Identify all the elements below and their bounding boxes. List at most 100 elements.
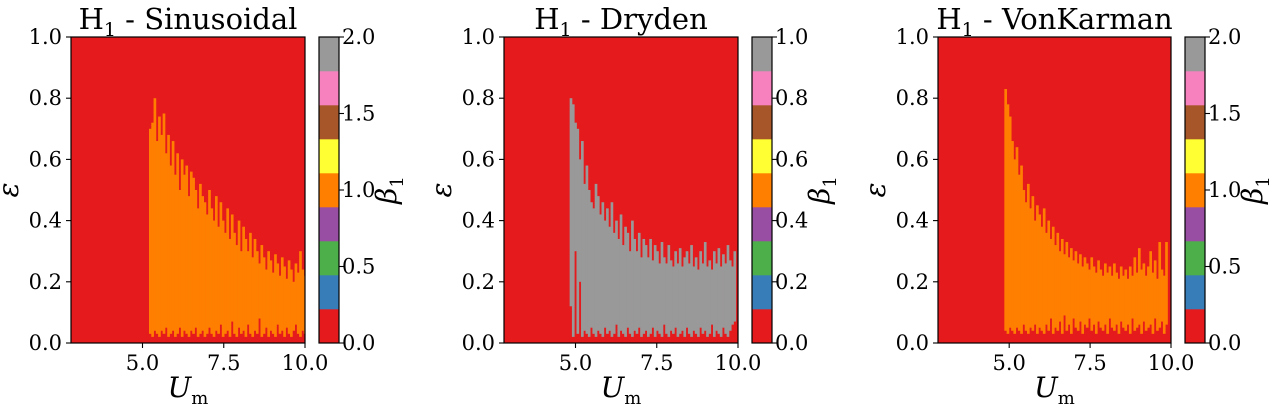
colorbar-segment [752,207,772,242]
heatmap-cell [192,177,195,334]
colorbar-segment [1185,173,1205,208]
heatmap-cell [301,269,305,331]
heatmap-cell [626,232,630,328]
heatmap-cell [205,214,209,334]
heatmap-cell [690,245,693,337]
chart-title-main: H [79,2,104,36]
heatmap-cell [228,238,232,337]
heatmap-cell [1131,275,1134,319]
heatmap-cell [1088,269,1091,319]
colorbar-segment [319,71,339,106]
heatmap-cell [1162,275,1166,334]
colorbar-segment [319,241,339,276]
heatmap-cell [1108,266,1112,319]
heatmap-cell [1049,238,1053,319]
colorbar-label-main: β [1236,188,1269,205]
plot-frame [937,36,1172,344]
colorbar-label-sub: 1 [1253,176,1274,187]
heatmap-cell [280,257,284,331]
colorbar-segment [319,309,339,344]
heatmap-cell [1024,202,1028,331]
colorbar-segment [752,139,772,174]
y-axis-label: ε [425,182,458,197]
heatmap-cell [706,266,709,337]
heatmap-cell [1137,248,1141,325]
chart-title-main: H [936,2,961,36]
subplot-3: 0.00.20.40.60.81.05.0 7.5 10.0H1 - VonKarm… [859,2,1274,409]
colorbar-tick-label: 1.5 [1208,102,1241,126]
heatmap-cell [290,269,293,337]
heatmap-cell [242,226,245,331]
heatmap-cell [260,245,264,337]
heatmap-cell [1008,116,1012,328]
heatmap-cell [699,251,702,328]
heatmap-cell [678,248,682,334]
heatmap-cell [1022,190,1026,325]
colorbar-tick-label: 0.4 [775,209,808,233]
colorbar-label: β1 [1236,176,1274,205]
heatmap-cell [724,263,728,334]
heatmap-cell [217,226,220,334]
heatmap-cell [612,232,616,334]
x-axis-label-sub: m [1058,388,1075,409]
colorbar-label-group: β1 [1236,176,1274,205]
heatmap-cell [1036,205,1039,334]
colorbar-segment [752,37,772,72]
heatmap-cell [658,263,662,334]
heatmap-cell [1033,220,1037,325]
heatmap-cell [672,266,675,334]
heatmap-cell [1058,251,1062,322]
heatmap-cell [221,220,225,337]
x-tick-label: 10.0 [1148,351,1195,375]
heatmap-cell [1128,266,1132,334]
heatmap-cell [230,214,234,322]
colorbar-segment [319,37,339,72]
y-tick-label: 0.6 [462,147,495,171]
heatmap-cell [1011,141,1014,331]
y-tick-label: 0.4 [462,209,495,233]
heatmap-cell [199,183,202,334]
heatmap-region [149,98,306,337]
heatmap-cell [676,263,680,337]
heatmap-cell [1147,266,1150,328]
heatmap-cell [160,134,164,331]
heatmap-cell [1063,254,1066,316]
chart-title-sub: 1 [560,19,572,41]
x-tick-label: 7.5 [1073,351,1106,375]
heatmap-cell [174,174,177,337]
y-axis-label: ε [0,182,25,197]
colorbar-segment [752,71,772,106]
heatmap-cell [619,214,623,331]
colorbar: 0.0 0.2 0.4 0.6 0.8 1.0 β1 [751,25,841,355]
heatmap-cell [603,220,607,328]
colorbar-segment [752,105,772,140]
heatmap-cell [1065,242,1069,331]
colorbar-segment [1185,139,1205,174]
x-axis-label-main: U [168,371,193,404]
heatmap-cell [578,159,582,282]
heatmap-cell [601,202,605,337]
y-tick-label: 1.0 [29,25,62,49]
heatmap-cell [292,281,295,331]
heatmap-cell [692,266,696,331]
heatmap-cell [224,232,227,334]
heatmap-cell [703,242,707,331]
colorbar-segment [1185,37,1205,72]
heatmap-cell [1142,263,1146,322]
heatmap-cell [1054,245,1057,328]
x-axis-label: Um [601,371,642,409]
heatmap-cell [210,208,214,334]
heatmap-cell [1156,278,1159,331]
colorbar-tick-label: 0.0 [1208,331,1241,355]
heatmap-cell [237,220,241,328]
chart-title: H1 - Sinusoidal [79,2,298,41]
x-tick-label: 5.0 [126,351,159,375]
heatmap-cell [258,263,261,319]
colorbar-tick-label: 0.5 [342,255,375,279]
heatmap-cell [1079,254,1082,322]
chart-title-main: H [534,2,559,36]
heatmap-cell [599,214,602,334]
plot-frame [70,36,306,344]
y-tick-label: 0.0 [896,331,929,355]
heatmap-cell [633,238,637,331]
